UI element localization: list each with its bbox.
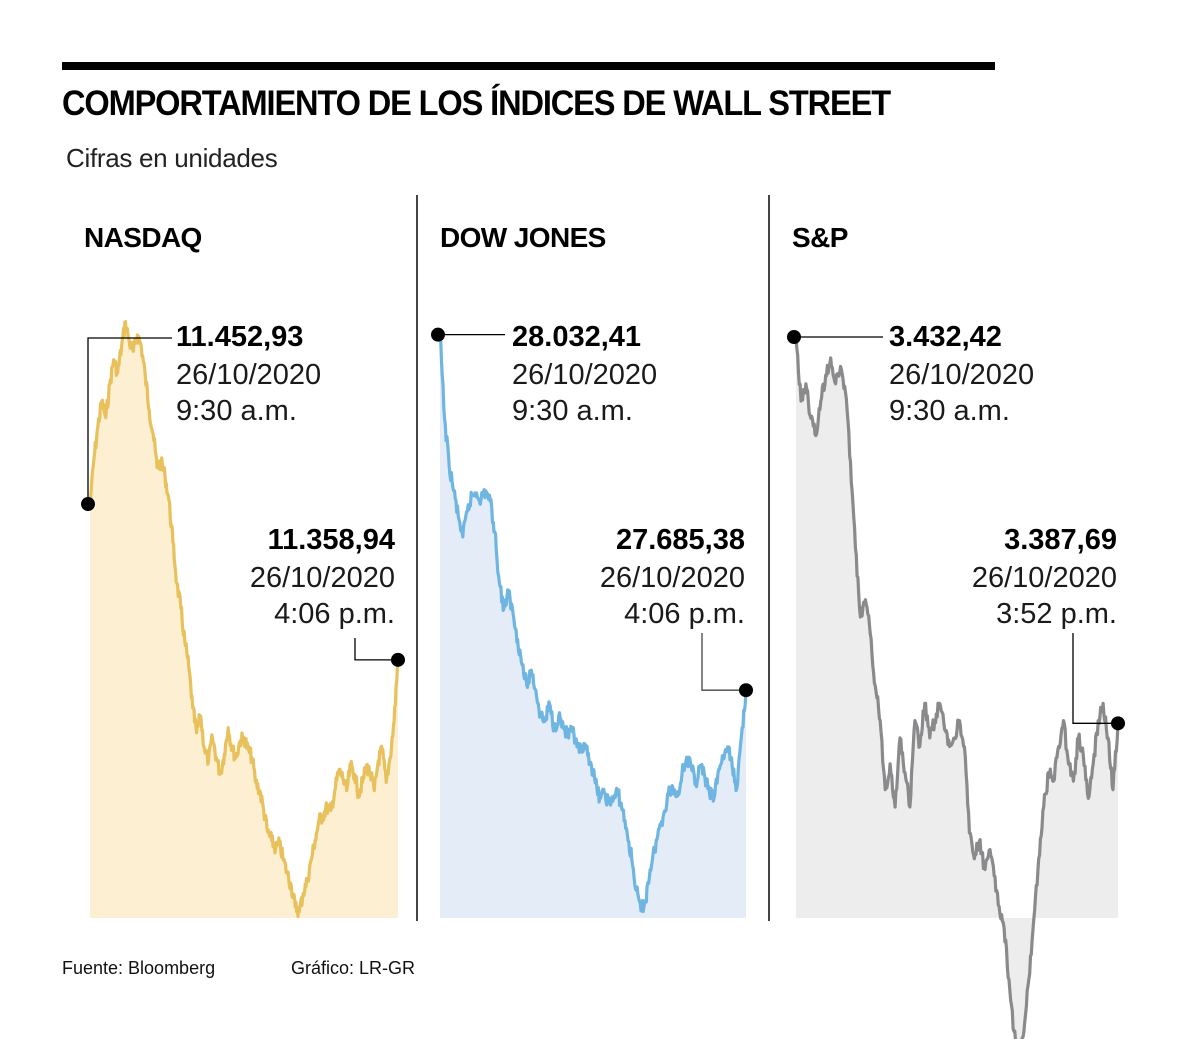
chart-nasdaq: 11.452,93 26/10/2020 9:30 a.m. 11.358,94…: [81, 320, 405, 919]
nasdaq-line: [88, 320, 400, 919]
sp-end-leader: [1072, 633, 1118, 724]
dow-jones-end-marker: [739, 683, 753, 698]
graphic-credit: Gráfico: LR-GR: [291, 958, 416, 978]
nasdaq-start-date: 26/10/2020: [176, 359, 321, 391]
dow-jones-start-marker: [431, 327, 445, 342]
chart-title: COMPORTAMIENTO DE LOS ÍNDICES DE WALL ST…: [62, 84, 891, 123]
sp-start-date: 26/10/2020: [889, 359, 1034, 391]
dow-jones-end-leader: [701, 633, 746, 691]
dow-jones-end-time: 4:06 p.m.: [624, 598, 745, 630]
source-note: Fuente: Bloomberg: [62, 958, 216, 978]
panel-title-dow-jones: DOW JONES: [440, 222, 606, 253]
nasdaq-end-marker: [391, 652, 405, 667]
panel-divider: [768, 195, 770, 921]
sp-end-marker: [1111, 716, 1125, 731]
panel-title-nasdaq: NASDAQ: [84, 222, 202, 253]
sp-area: [796, 337, 1118, 1039]
dow-jones-area: [440, 334, 746, 918]
sp-end-time: 3:52 p.m.: [996, 598, 1117, 630]
nasdaq-end-time: 4:06 p.m.: [274, 598, 395, 630]
dow-jones-start-time: 9:30 a.m.: [512, 395, 633, 427]
nasdaq-end-leader: [354, 638, 398, 661]
chart-dow-jones: 28.032,41 26/10/2020 9:30 a.m. 27.685,38…: [431, 321, 753, 918]
nasdaq-start-time: 9:30 a.m.: [176, 395, 297, 427]
chart-sp: 3.432,42 26/10/2020 9:30 a.m. 3.387,69 2…: [787, 321, 1125, 1039]
sp-end-value: 3.387,69: [1004, 524, 1117, 556]
dow-jones-end-date: 26/10/2020: [600, 562, 745, 594]
nasdaq-start-marker: [81, 497, 95, 512]
dow-jones-end-value: 27.685,38: [616, 524, 745, 556]
nasdaq-start-leader: [87, 337, 172, 505]
panel-title-sp: S&P: [792, 222, 848, 253]
top-rule: [62, 62, 995, 70]
sp-start-marker: [787, 330, 801, 345]
dow-jones-line: [438, 334, 748, 914]
nasdaq-start-value: 11.452,93: [176, 321, 303, 353]
panel-divider: [416, 195, 418, 921]
sp-start-value: 3.432,42: [889, 321, 1002, 353]
chart-subtitle: Cifras en unidades: [66, 143, 278, 173]
nasdaq-area: [90, 321, 398, 919]
nasdaq-end-date: 26/10/2020: [250, 562, 395, 594]
dow-jones-start-value: 28.032,41: [512, 321, 641, 353]
nasdaq-end-value: 11.358,94: [268, 524, 395, 556]
sp-end-date: 26/10/2020: [972, 562, 1117, 594]
sp-line: [794, 336, 1120, 1039]
dow-jones-start-date: 26/10/2020: [512, 359, 657, 391]
sp-start-time: 9:30 a.m.: [889, 395, 1010, 427]
